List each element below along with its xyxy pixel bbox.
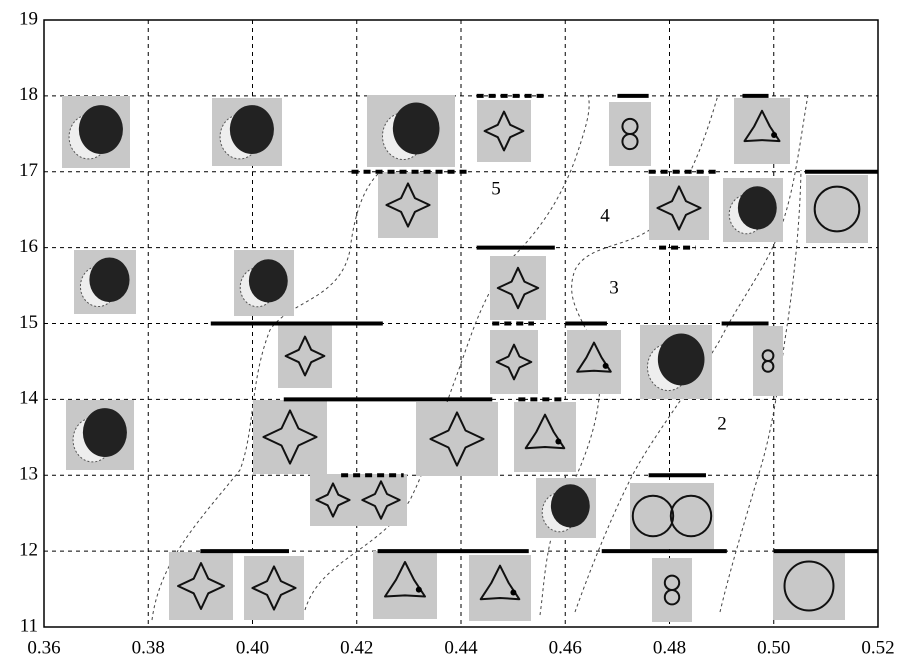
thumbnail-shape [361, 480, 401, 520]
x-tick-label: 0.48 [653, 637, 686, 658]
thumbnail-shape [761, 360, 775, 373]
y-tick-label: 18 [19, 84, 38, 105]
x-tick-label: 0.52 [861, 637, 894, 658]
thumbnail-shape [524, 413, 566, 450]
thumbnail-shape [621, 133, 639, 151]
region-label: 2 [717, 413, 727, 434]
thumbnail-shape [495, 343, 533, 381]
icons [62, 95, 868, 622]
thumbnail-dot [602, 362, 609, 369]
thumbnail-shape [385, 182, 431, 228]
y-tick-label: 13 [19, 464, 38, 485]
thumbnail-shape [483, 110, 525, 152]
thumbnail-shape [177, 562, 225, 610]
thumbnail-shape [82, 408, 127, 458]
thumbnail-shape [78, 105, 123, 155]
thumbnail-shape [251, 565, 297, 611]
x-tick-label: 0.46 [549, 637, 582, 658]
x-tick-label: 0.40 [236, 637, 269, 658]
x-tick-label: 0.42 [340, 637, 373, 658]
region-label: 3 [609, 277, 619, 298]
plot-frame [43, 19, 879, 628]
region-label: 5 [491, 178, 501, 199]
region-label: 4 [600, 205, 610, 226]
y-tick-label: 17 [19, 160, 38, 181]
segments [200, 93, 878, 554]
thumbnail-shape [262, 409, 318, 465]
thumbnail-shape [315, 482, 351, 518]
thumbnail-shape [813, 185, 861, 233]
boundary-curve [304, 94, 590, 611]
thumbnail-shape [384, 561, 426, 598]
y-tick-label: 19 [19, 8, 38, 29]
y-tick-label: 12 [19, 539, 38, 560]
thumbnail-shape [89, 257, 130, 303]
thumbnail-dot [771, 132, 778, 139]
x-tick-label: 0.36 [27, 637, 60, 658]
thumbnail-shape [663, 589, 681, 606]
thumbnail-shape [656, 185, 702, 231]
thumbnail-shape [631, 494, 675, 538]
thumbnail-dot [415, 586, 422, 593]
thumbnail-shape [737, 186, 777, 230]
thumbnail-shape [429, 411, 485, 467]
thumbnail-shape [479, 564, 521, 601]
y-tick-label: 15 [19, 312, 38, 333]
thumbnail-dot [555, 438, 562, 445]
thumbnail-shape [550, 484, 590, 528]
thumbnail-bg [630, 483, 714, 549]
thumbnail-shape [392, 102, 440, 155]
thumbnail-shape [229, 105, 274, 155]
thumbnail-shape [496, 266, 540, 310]
boundary-curve [151, 169, 383, 621]
boundary-curve [574, 94, 809, 613]
thumbnail-bg [734, 98, 790, 164]
thumbnail-shape [743, 109, 781, 143]
thumbnail-shape [783, 560, 835, 612]
thumbnail-bg [514, 402, 576, 472]
thumbnail-dot [510, 589, 517, 596]
y-tick-label: 16 [19, 236, 38, 257]
thumbnail-shape [657, 333, 705, 386]
y-tick-label: 11 [20, 615, 38, 636]
thumbnail-shape [669, 494, 713, 538]
x-tick-label: 0.44 [444, 637, 478, 658]
thumbnail-bg [567, 330, 621, 394]
x-tick-label: 0.38 [132, 637, 165, 658]
thumbnail-shape [576, 341, 612, 373]
thumbnail-shape [284, 335, 326, 377]
x-tick-label: 0.50 [757, 637, 790, 658]
y-tick-label: 14 [19, 388, 39, 409]
thumbnail-shape [248, 259, 288, 303]
